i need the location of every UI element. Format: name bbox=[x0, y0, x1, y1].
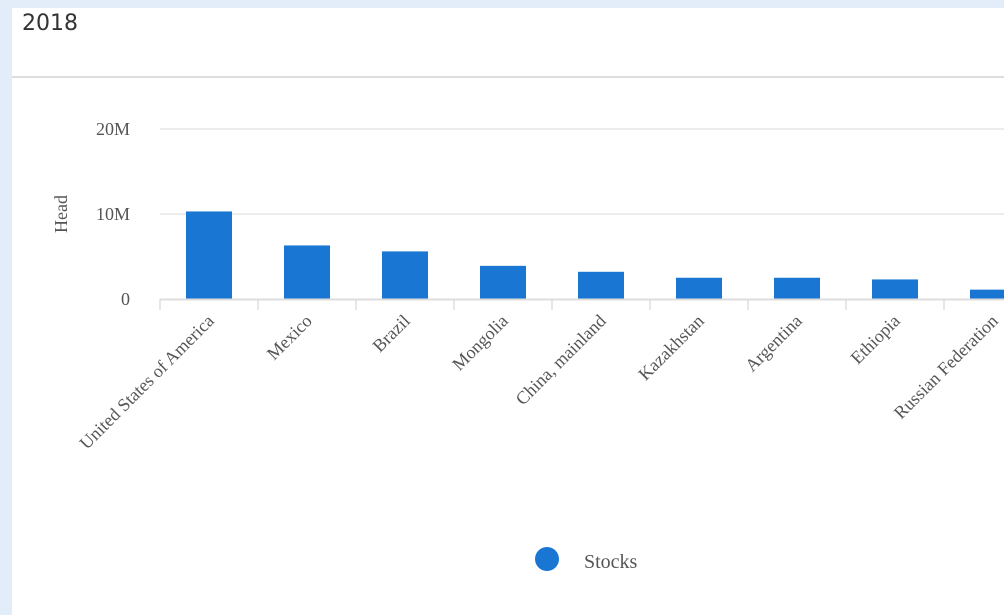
y-tick-label: 20M bbox=[96, 119, 130, 139]
legend-label-stocks[interactable]: Stocks bbox=[584, 551, 638, 573]
y-tick-label: 10M bbox=[96, 204, 130, 224]
grid-lines bbox=[160, 128, 1004, 215]
bar[interactable] bbox=[774, 277, 820, 299]
x-tick-label: Mexico bbox=[263, 311, 316, 364]
bar[interactable] bbox=[186, 211, 232, 299]
x-tick-label: China, mainland bbox=[512, 311, 610, 409]
y-axis-label: Head bbox=[51, 195, 71, 233]
y-tick-label: 0 bbox=[121, 289, 130, 309]
x-tick-label: Argentina bbox=[741, 311, 806, 376]
panel-title: 2018 bbox=[22, 11, 78, 36]
y-axis-ticks: 0 10M 20M bbox=[96, 119, 130, 309]
bar[interactable] bbox=[382, 251, 428, 299]
header-divider bbox=[12, 76, 1004, 78]
bar[interactable] bbox=[284, 245, 330, 299]
bars bbox=[186, 211, 1004, 299]
legend-swatch-stocks[interactable] bbox=[535, 547, 559, 571]
legend[interactable]: Stocks bbox=[535, 547, 638, 573]
x-axis-tick-labels: United States of America Mexico Brazil Mong… bbox=[75, 311, 1001, 453]
x-tick-label: United States of America bbox=[75, 311, 217, 453]
x-tick-label: Brazil bbox=[369, 311, 414, 356]
bar[interactable] bbox=[480, 265, 526, 299]
x-tick-label: Kazakhstan bbox=[634, 311, 708, 385]
bar[interactable] bbox=[872, 279, 918, 299]
bar[interactable] bbox=[676, 277, 722, 299]
chart-card: 2018 bbox=[12, 8, 1004, 615]
bar[interactable] bbox=[578, 271, 624, 299]
bar[interactable] bbox=[970, 289, 1004, 299]
x-tick-label: Russian Federation bbox=[890, 311, 1002, 423]
x-tick-label: Mongolia bbox=[448, 311, 512, 375]
x-axis bbox=[159, 298, 1004, 310]
x-tick-label: Ethiopia bbox=[847, 311, 904, 368]
